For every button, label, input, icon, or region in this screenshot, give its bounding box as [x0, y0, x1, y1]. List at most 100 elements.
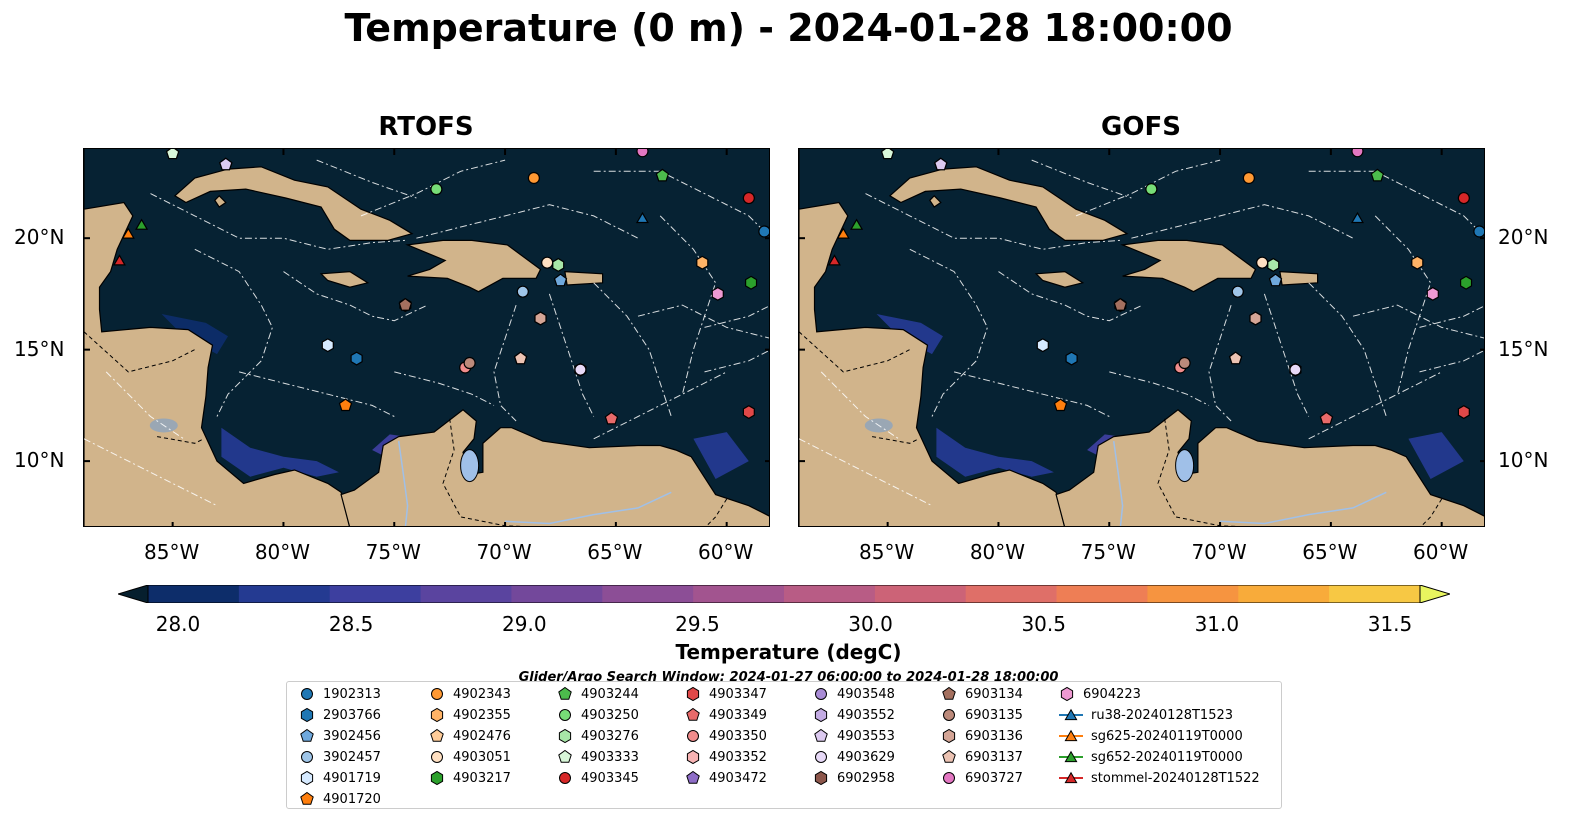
- colorbar-tick-label: 30.5: [1021, 612, 1066, 636]
- marker-6904223[interactable]: [1426, 286, 1439, 301]
- marker-3902457[interactable]: [516, 285, 529, 298]
- marker-6903136[interactable]: [534, 311, 547, 326]
- marker-4903276[interactable]: [1267, 257, 1280, 272]
- marker-4903217[interactable]: [1459, 275, 1473, 290]
- marker-4903347[interactable]: [1457, 405, 1470, 420]
- marker-4901720[interactable]: [1053, 398, 1068, 412]
- marker-4903244[interactable]: [655, 168, 670, 182]
- land-cuba2: [929, 194, 942, 208]
- marker-6903134[interactable]: [1113, 297, 1128, 311]
- marker-3902457[interactable]: [1231, 285, 1244, 298]
- marker-4903349[interactable]: [604, 411, 619, 425]
- marker-4903347[interactable]: [742, 405, 755, 420]
- marker-2903766[interactable]: [350, 351, 363, 366]
- eez-boundary: [105, 371, 184, 440]
- marker-4902355[interactable]: [1411, 255, 1424, 270]
- map-rtofs[interactable]: [83, 148, 770, 527]
- marker-stommel-20240128T1522[interactable]: [112, 254, 126, 266]
- land-cuba: [173, 166, 414, 242]
- marker-4902343[interactable]: [1242, 171, 1255, 185]
- colorbar-tick-label: 31.5: [1367, 612, 1413, 636]
- legend-label: 3902456: [323, 728, 381, 744]
- marker-6903134[interactable]: [398, 297, 413, 311]
- marker-4901719[interactable]: [321, 338, 334, 353]
- lon-tick-label: 80°W: [969, 540, 1026, 564]
- marker-4903345[interactable]: [742, 191, 755, 205]
- hexagon-marker-icon: [814, 770, 828, 786]
- marker-6904223[interactable]: [711, 286, 724, 301]
- lon-tick-label: 75°W: [365, 540, 421, 564]
- marker-6903136[interactable]: [1249, 311, 1262, 326]
- marker-1902313[interactable]: [1473, 225, 1485, 238]
- land-pr: [1279, 270, 1319, 286]
- marker-2903766[interactable]: [1065, 351, 1078, 366]
- legend-label: 6903136: [965, 728, 1023, 744]
- colorbar-segment: [1056, 585, 1148, 603]
- marker-6903135[interactable]: [463, 356, 476, 370]
- marker-4903250[interactable]: [430, 183, 443, 196]
- marker-3902456[interactable]: [553, 273, 568, 287]
- eez-boundary: [416, 204, 639, 239]
- circle-marker-icon: [559, 709, 571, 721]
- map-gofs[interactable]: [798, 148, 1485, 527]
- legend-label: 4903217: [453, 770, 511, 786]
- marker-4901720[interactable]: [338, 398, 353, 412]
- marker-sg652-20240119T0000[interactable]: [850, 218, 864, 230]
- marker-sg625-20240119T0000[interactable]: [121, 227, 135, 239]
- legend-item: stommel-20240128T1522: [1059, 768, 1260, 788]
- hexagon-marker-icon: [942, 728, 956, 744]
- legend-item: 4903352: [685, 747, 767, 767]
- marker-4903217[interactable]: [744, 275, 758, 290]
- colorbar-extend-high: [1419, 585, 1450, 603]
- marker-4903349[interactable]: [1319, 411, 1334, 425]
- marker-stommel-20240128T1522[interactable]: [827, 254, 841, 266]
- eez-boundary: [865, 193, 1121, 250]
- lon-tick-label: 60°W: [1413, 540, 1469, 564]
- triangle-marker-icon: [1059, 708, 1083, 721]
- legend-label: 6904223: [1083, 686, 1141, 702]
- marker-4903250[interactable]: [1145, 183, 1158, 196]
- marker-3902456[interactable]: [1268, 273, 1283, 287]
- legend-label: 2903766: [323, 707, 381, 723]
- marker-6903135[interactable]: [1178, 356, 1191, 370]
- marker-4903553[interactable]: [934, 157, 948, 171]
- marker-ru38-20240128T1523[interactable]: [635, 211, 649, 224]
- legend-label: 3902457: [323, 749, 381, 765]
- eez-boundary: [548, 293, 595, 417]
- legend-item: 4903051: [429, 747, 511, 767]
- land-hisp: [1120, 239, 1257, 293]
- map-canvas: [84, 149, 770, 526]
- marker-6903727[interactable]: [1351, 149, 1364, 158]
- colorbar-tick-label: 29.0: [502, 612, 547, 636]
- marker-6903137[interactable]: [513, 351, 528, 365]
- marker-4903553[interactable]: [219, 157, 233, 171]
- marker-4903333[interactable]: [165, 149, 180, 160]
- marker-4903629[interactable]: [1289, 363, 1302, 376]
- marker-6903727[interactable]: [636, 149, 649, 158]
- marker-4903051[interactable]: [541, 256, 554, 269]
- lon-tick-label: 65°W: [1302, 540, 1358, 564]
- eez-boundary: [909, 248, 988, 417]
- marker-4903333[interactable]: [880, 149, 895, 160]
- marker-6903137[interactable]: [1228, 351, 1243, 365]
- country-border: [705, 498, 728, 526]
- marker-sg625-20240119T0000[interactable]: [836, 227, 850, 239]
- marker-1902313[interactable]: [758, 225, 770, 238]
- marker-4901719[interactable]: [1036, 338, 1049, 353]
- land-hisp: [405, 239, 542, 293]
- eez-boundary: [593, 282, 672, 417]
- marker-4903276[interactable]: [552, 257, 565, 272]
- marker-4903345[interactable]: [1457, 191, 1470, 205]
- marker-4903244[interactable]: [1370, 168, 1385, 182]
- marker-4902343[interactable]: [527, 171, 540, 185]
- eez-boundary: [637, 304, 769, 339]
- legend-item: 6902958: [813, 768, 895, 788]
- marker-ru38-20240128T1523[interactable]: [1350, 211, 1364, 224]
- marker-4902355[interactable]: [696, 255, 709, 270]
- panel-title-rtofs: RTOFS: [378, 112, 474, 142]
- pentagon-marker-icon: [686, 770, 700, 784]
- colorbar-tick-label: 30.0: [848, 612, 893, 636]
- marker-4903051[interactable]: [1256, 256, 1269, 269]
- marker-sg652-20240119T0000[interactable]: [135, 218, 149, 230]
- marker-4903629[interactable]: [574, 363, 587, 376]
